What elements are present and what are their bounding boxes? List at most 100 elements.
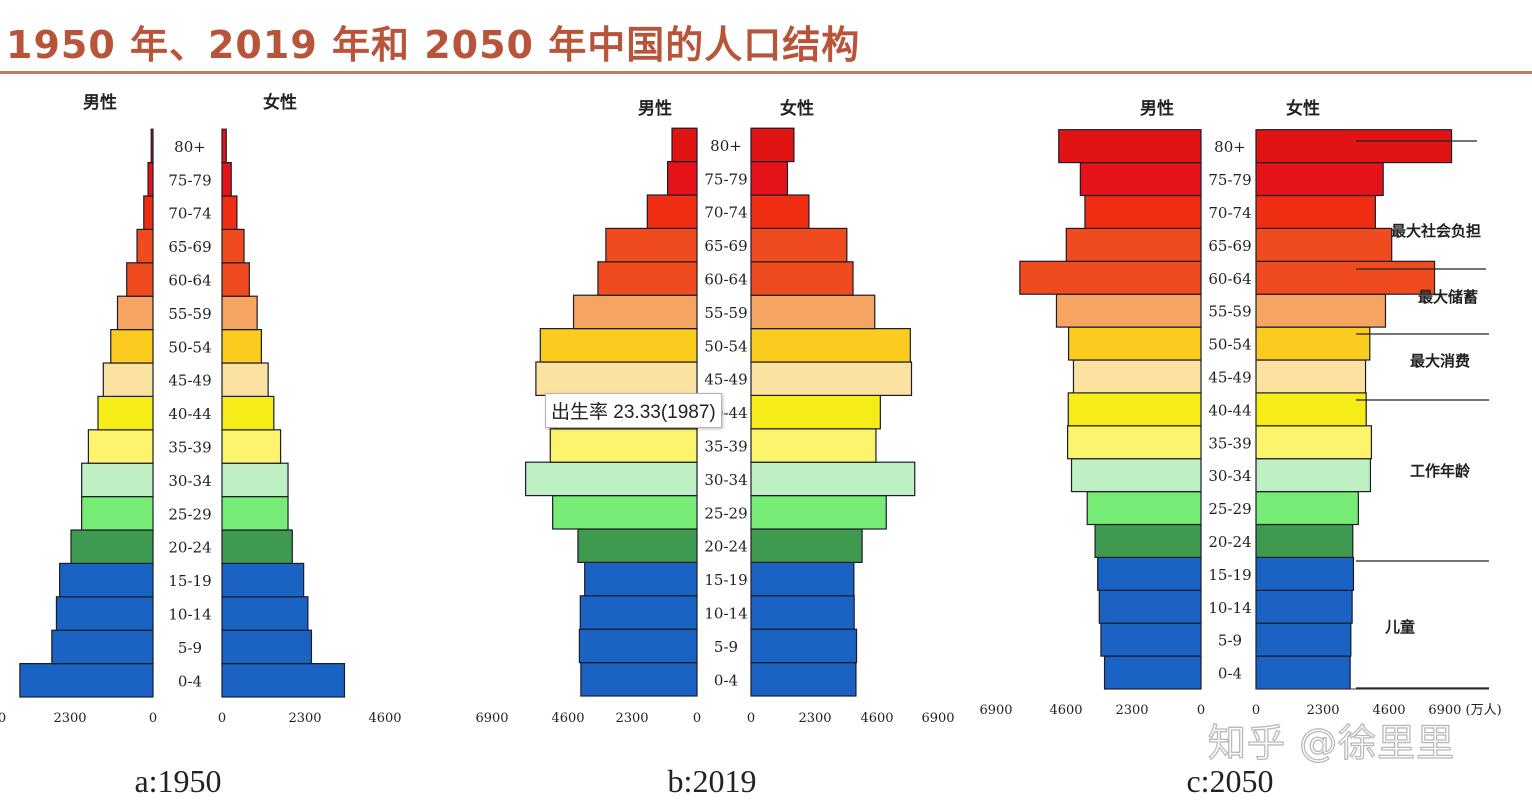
female-header: 女性 [780,98,814,119]
female-bar-80+ [750,127,795,163]
female-tick-label: 6900 [921,711,954,726]
male-bar-55-59 [116,295,154,331]
male-tick-label: 0 [693,711,701,726]
stage-annotation: 工作年龄 [1410,462,1471,480]
female-bar-65-69 [221,228,245,264]
stage-annotation: 儿童 [1384,618,1415,636]
female-bar-10-14 [750,595,855,630]
male-bar-10-14 [55,596,154,631]
male-bar-55-59 [572,294,698,330]
female-bar-15-19 [750,561,855,597]
age-label-5-9: 5-9 [714,638,738,656]
age-label-65-69: 65-69 [704,237,747,255]
chart-title: a:1950 [134,763,221,799]
female-tick-label: 2300 [798,711,831,726]
age-label-25-29: 25-29 [704,504,747,522]
female-bar-5-9 [1255,622,1352,657]
age-label-50-54: 50-54 [704,337,747,355]
female-bar-35-39 [1255,425,1373,460]
female-bar-20-24 [750,528,863,564]
female-bar-10-14 [1255,589,1353,624]
female-bar-80+ [221,128,227,164]
male-bar-80+ [150,128,154,164]
male-bar-70-74 [143,195,154,231]
female-bar-60-64 [750,261,854,296]
female-bar-75-79 [221,162,232,197]
male-bar-15-19 [584,561,698,597]
female-bar-20-24 [1255,523,1354,559]
age-label-15-19: 15-19 [704,571,747,589]
female-bar-70-74 [221,195,238,231]
watermark: 知乎 @徐里里 [1207,720,1456,765]
age-label-75-79: 75-79 [168,171,211,189]
female-bar-35-39 [750,428,877,463]
female-tick-label: 2300 [288,711,321,726]
male-bar-15-19 [1097,556,1202,591]
female-bar-70-74 [1255,194,1376,230]
male-bar-80+ [1058,129,1202,164]
stage-annotation: 最大储蓄 [1418,288,1478,306]
page-title: 1950 年、2019 年和 2050 年中国的人口结构 [6,23,861,67]
age-label-40-44: 40-44 [168,405,211,423]
title-divider [0,71,1532,74]
male-bar-45-49 [102,362,154,398]
age-label-0-4: 0-4 [1218,665,1242,683]
female-bar-75-79 [750,161,789,196]
age-label-55-59: 55-59 [168,305,211,323]
male-bar-70-74 [1084,194,1202,230]
female-bar-0-4 [221,662,346,698]
age-label-15-19: 15-19 [1208,566,1251,584]
female-bar-40-44 [1255,392,1367,427]
stage-annotation: 最大消费 [1410,352,1470,370]
male-bar-80+ [671,127,698,163]
age-label-55-59: 55-59 [1208,303,1251,321]
age-label-40-44: 40-44 [1208,401,1251,419]
male-bar-20-24 [1094,523,1202,559]
age-label-5-9: 5-9 [178,639,202,657]
male-bar-30-34 [81,462,154,498]
male-bar-65-69 [1065,227,1202,262]
male-tick-label: 0 [0,711,6,726]
male-bar-25-29 [1086,491,1202,526]
female-bar-80+ [1255,129,1453,164]
age-label-80+: 80+ [710,137,742,155]
female-bar-0-4 [750,661,857,697]
male-bar-50-54 [110,329,154,364]
female-bar-30-34 [1255,458,1372,493]
female-bar-5-9 [750,628,858,664]
age-label-75-79: 75-79 [704,170,747,188]
male-tick-label: 4600 [1049,703,1082,718]
male-tick-label: 2300 [53,711,86,726]
male-bar-5-9 [1100,622,1202,657]
male-bar-5-9 [578,628,698,664]
female-bar-55-59 [750,294,876,330]
age-label-10-14: 10-14 [1208,599,1251,617]
male-header: 男性 [83,92,117,113]
male-bar-0-4 [1103,655,1202,690]
female-tick-label: 6900 (万人) [1428,703,1501,718]
male-bar-30-34 [1070,458,1202,493]
age-label-10-14: 10-14 [704,605,747,623]
male-bar-10-14 [1098,589,1202,624]
female-bar-60-64 [1255,260,1436,295]
age-label-25-29: 25-29 [1208,500,1251,518]
age-label-30-34: 30-34 [1208,467,1251,485]
female-bar-30-34 [750,461,916,497]
age-label-50-54: 50-54 [1208,336,1251,354]
female-header: 女性 [1286,98,1320,119]
female-bar-30-34 [221,462,289,498]
male-bar-45-49 [535,361,698,397]
male-bar-45-49 [1072,359,1202,394]
age-label-60-64: 60-64 [168,272,211,290]
female-bar-60-64 [221,262,250,297]
age-label-10-14: 10-14 [168,606,211,624]
male-bar-50-54 [539,328,698,363]
male-bar-40-44 [1067,392,1202,427]
female-bar-25-29 [750,495,887,530]
female-tick-label: 0 [1252,703,1260,718]
female-tick-label: 4600 [368,711,401,726]
female-bar-10-14 [221,596,309,631]
male-tick-label: 4600 [551,711,584,726]
male-header: 男性 [638,98,672,119]
female-tick-label: 2300 [1306,703,1339,718]
